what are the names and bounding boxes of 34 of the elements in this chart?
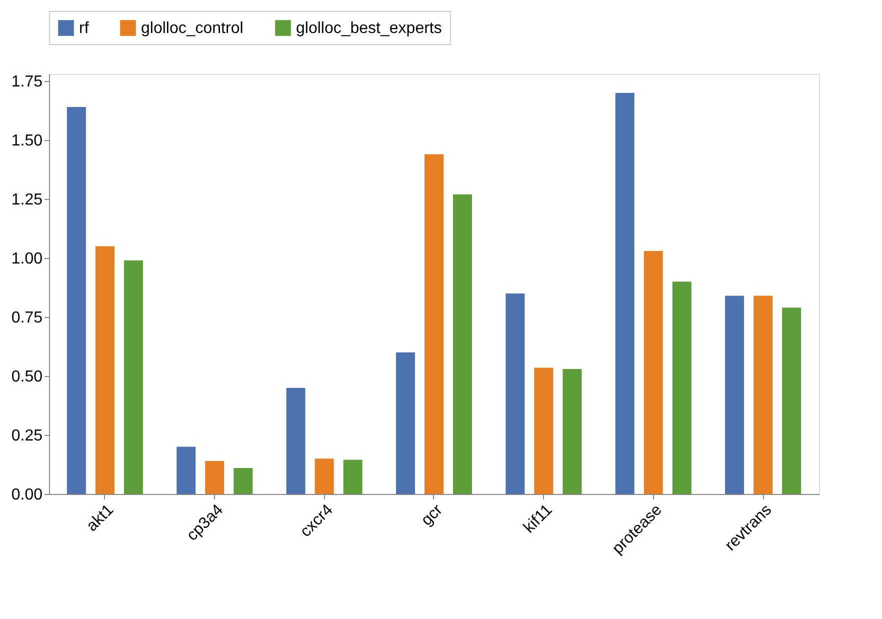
bar (615, 92, 634, 494)
bar (424, 154, 444, 494)
x-tick-label: akt1 (84, 501, 118, 535)
bar (234, 468, 253, 494)
bar (506, 293, 525, 494)
bar (672, 282, 692, 494)
y-tick-label: 1.00 (11, 250, 43, 268)
bar (534, 368, 554, 494)
bar (725, 296, 744, 494)
bar (562, 368, 582, 494)
bar (396, 352, 415, 494)
y-tick-label: 1.75 (11, 74, 43, 91)
legend-label: glolloc_control (141, 20, 244, 37)
y-tick-label: 0.75 (11, 310, 43, 327)
y-tick-label: 0.50 (11, 368, 43, 386)
bar (205, 460, 224, 494)
legend-label: glolloc_best_experts (296, 20, 442, 37)
x-tick-label: gcr (418, 501, 446, 530)
legend-label: rf (79, 20, 90, 37)
y-tick-label: 0.25 (11, 428, 43, 445)
y-tick-label: 1.50 (11, 132, 43, 150)
bar (644, 250, 663, 494)
bar (314, 458, 334, 494)
bar (754, 296, 773, 494)
bar (286, 388, 306, 494)
bar (453, 194, 472, 494)
bar (95, 246, 114, 494)
bar (66, 107, 86, 494)
y-tick-label: 1.25 (11, 192, 43, 209)
bar (124, 260, 143, 494)
bar (782, 308, 802, 494)
y-tick-label: 0.00 (11, 486, 43, 504)
bar (343, 460, 362, 494)
bar (176, 446, 196, 494)
